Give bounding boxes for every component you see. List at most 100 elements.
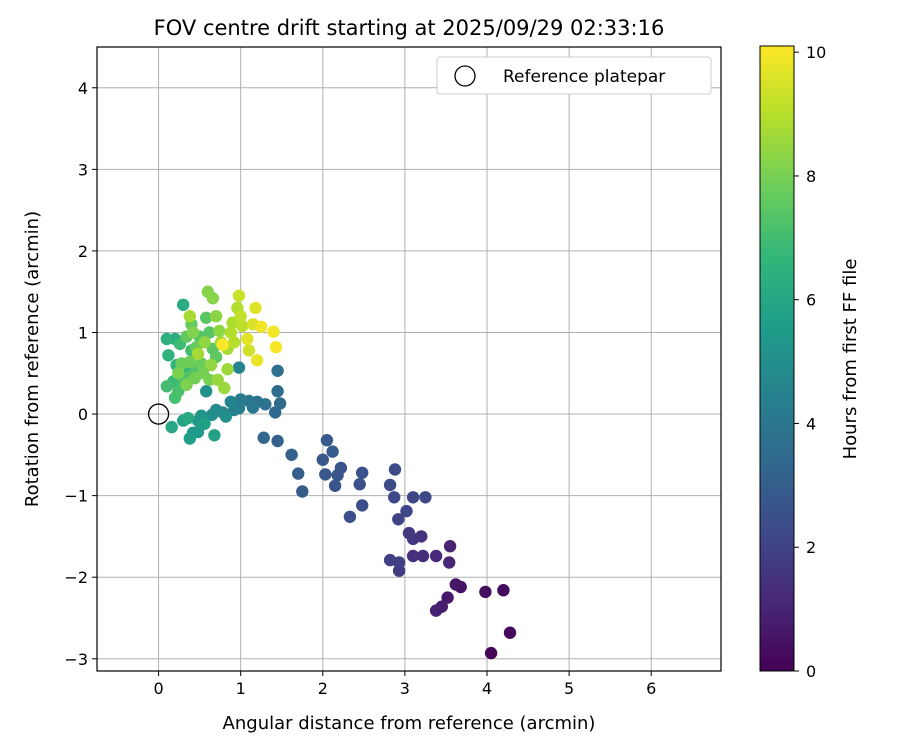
plot-frame — [96, 46, 722, 672]
data-point — [246, 401, 260, 414]
data-point — [429, 604, 443, 617]
data-point — [443, 556, 456, 569]
x-tick-label: 4 — [482, 679, 492, 698]
colorbar-tick-label: 10 — [806, 43, 826, 62]
data-point — [416, 549, 430, 563]
data-point — [255, 320, 268, 333]
legend-entry-label: Reference platepar — [503, 67, 665, 87]
data-point — [267, 325, 280, 338]
data-point — [484, 646, 498, 660]
data-point — [200, 311, 213, 324]
data-point — [219, 410, 233, 423]
data-point — [180, 378, 193, 391]
data-point — [183, 432, 196, 445]
data-point — [273, 397, 287, 410]
colorbar-tick-label: 2 — [806, 538, 816, 557]
data-point — [269, 341, 283, 354]
data-point — [449, 578, 462, 591]
data-point — [402, 526, 416, 540]
colorbar-ticks: 0 2 4 6 8 10 — [794, 43, 826, 681]
data-point — [209, 310, 223, 323]
data-point — [221, 363, 234, 376]
colorbar-tick-label: 4 — [806, 414, 816, 433]
y-tick-label: 1 — [78, 323, 88, 342]
reference-marker — [147, 403, 170, 425]
data-point — [162, 349, 175, 362]
data-point — [195, 357, 208, 370]
data-point — [257, 431, 270, 444]
data-point — [285, 448, 298, 461]
data-point — [250, 354, 264, 367]
data-point — [316, 453, 329, 466]
data-point — [206, 292, 219, 305]
data-point — [271, 364, 284, 377]
data-point — [172, 367, 185, 380]
data-point — [224, 395, 237, 408]
data-point — [319, 468, 332, 481]
data-point — [429, 549, 443, 563]
data-point — [186, 326, 200, 339]
data-point — [232, 361, 246, 374]
legend: Reference platepar — [436, 56, 712, 95]
data-point — [320, 434, 334, 447]
data-point — [400, 504, 413, 518]
data-point — [241, 332, 254, 346]
y-tick-label: 0 — [78, 405, 88, 424]
data-point — [331, 469, 344, 482]
data-point — [200, 385, 213, 398]
data-point — [234, 310, 247, 323]
colorbar-tick-label: 6 — [806, 291, 816, 310]
data-point — [388, 491, 401, 504]
y-axis-ticks: −3 −2 −1 0 1 2 3 4 — [64, 79, 97, 669]
colorbar-tick-label: 0 — [806, 662, 816, 681]
x-tick-label: 5 — [564, 679, 574, 698]
data-point — [203, 326, 216, 339]
data-point — [406, 491, 420, 504]
legend-box — [436, 56, 712, 95]
y-tick-label: 4 — [78, 79, 88, 98]
x-tick-label: 3 — [400, 679, 410, 698]
colorbar-tick-label: 8 — [806, 167, 816, 186]
data-point — [183, 355, 196, 369]
data-point — [224, 326, 237, 339]
data-point — [242, 344, 256, 357]
data-point — [204, 358, 218, 372]
data-point — [479, 585, 492, 599]
x-axis-label: Angular distance from reference (arcmin) — [223, 713, 596, 734]
data-point — [443, 540, 457, 553]
data-point — [232, 289, 246, 302]
data-point — [388, 463, 402, 476]
data-points — [160, 285, 517, 660]
x-axis-ticks: 0 1 2 3 4 5 6 — [153, 671, 656, 698]
y-tick-label: −2 — [64, 568, 88, 587]
data-point — [183, 310, 196, 323]
data-point — [383, 478, 397, 492]
colorbar-label: Hours from first FF file — [840, 259, 861, 460]
data-point — [326, 445, 339, 458]
data-point — [177, 298, 190, 311]
data-point — [205, 408, 219, 422]
data-point — [181, 411, 195, 425]
data-point — [497, 584, 510, 597]
data-point — [328, 479, 342, 492]
x-tick-label: 1 — [236, 679, 246, 698]
colorbar: 0 2 4 6 8 10 Hours from first FF file — [759, 43, 861, 681]
data-point — [441, 591, 454, 604]
data-point — [198, 417, 211, 430]
x-tick-label: 0 — [153, 679, 163, 698]
data-point — [503, 626, 517, 639]
data-point — [213, 324, 226, 338]
data-point — [296, 485, 309, 498]
colorbar-gradient — [759, 45, 795, 672]
data-point — [419, 491, 432, 504]
y-tick-label: −3 — [64, 650, 88, 669]
data-point — [271, 385, 284, 398]
data-point — [227, 336, 241, 349]
data-point — [292, 467, 305, 480]
data-point — [160, 332, 173, 346]
data-point — [208, 429, 221, 442]
data-point — [392, 513, 405, 526]
data-point — [216, 338, 229, 351]
data-point — [165, 420, 178, 434]
data-point — [353, 478, 366, 491]
